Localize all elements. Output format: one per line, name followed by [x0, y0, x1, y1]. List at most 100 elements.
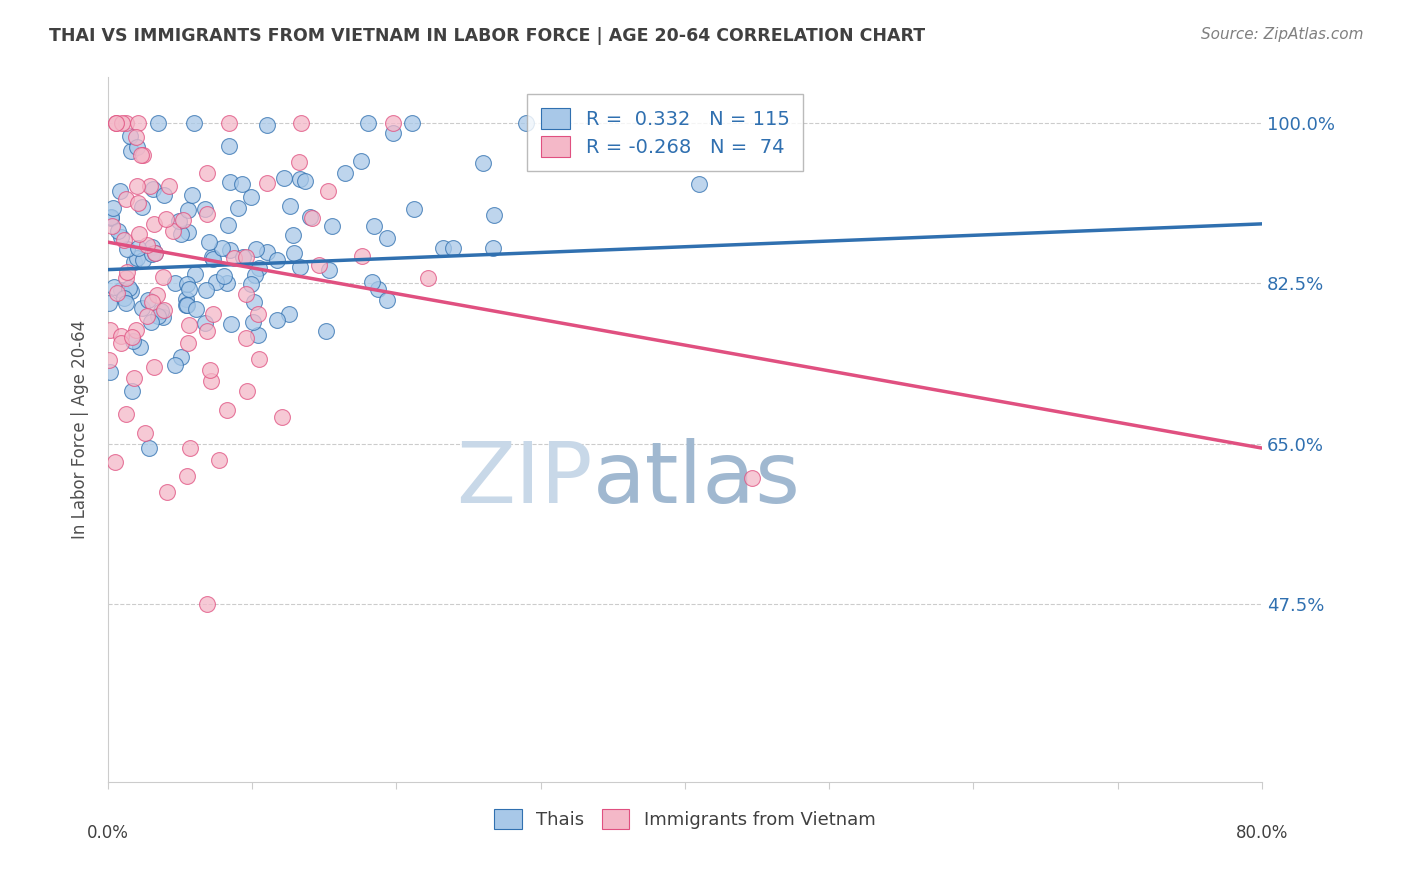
Point [143, 217, 166, 231]
Point [273, 170, 295, 185]
Point [350, 249, 373, 263]
Point [278, 199, 301, 213]
Point [432, 241, 454, 255]
Point [121, 330, 143, 344]
Point [218, 139, 240, 153]
Point [177, 225, 200, 239]
Point [198, 362, 221, 376]
Point [153, 188, 176, 202]
Text: ZIP: ZIP [456, 438, 593, 521]
Point [321, 219, 343, 233]
Point [146, 116, 169, 130]
Point [152, 269, 174, 284]
Text: atlas: atlas [593, 438, 800, 521]
Point [301, 211, 323, 225]
Point [115, 192, 138, 206]
Point [112, 233, 135, 247]
Point [215, 402, 238, 417]
Point [212, 268, 235, 283]
Point [283, 245, 305, 260]
Point [219, 317, 242, 331]
Point [200, 374, 222, 388]
Point [134, 426, 156, 441]
Point [205, 275, 228, 289]
Point [688, 177, 710, 191]
Point [149, 304, 172, 318]
Point [146, 288, 169, 302]
Point [100, 365, 122, 379]
Point [315, 324, 337, 338]
Point [157, 178, 180, 193]
Point [131, 200, 153, 214]
Point [197, 235, 219, 250]
Point [177, 336, 200, 351]
Point [138, 179, 160, 194]
Point [363, 219, 385, 233]
Point [288, 260, 311, 275]
Point [228, 201, 250, 215]
Point [256, 245, 278, 260]
Point [176, 469, 198, 483]
Point [416, 270, 439, 285]
Point [308, 259, 330, 273]
Point [115, 407, 138, 421]
Point [195, 597, 218, 611]
Point [131, 148, 153, 162]
Point [136, 238, 159, 252]
Text: 0.0%: 0.0% [87, 824, 129, 842]
Point [143, 246, 166, 260]
Point [167, 213, 190, 227]
Point [177, 282, 200, 296]
Point [472, 156, 495, 170]
Point [142, 182, 165, 196]
Point [194, 202, 217, 216]
Point [367, 282, 389, 296]
Point [294, 174, 316, 188]
Point [299, 211, 322, 225]
Point [245, 243, 267, 257]
Point [482, 208, 505, 222]
Point [129, 341, 152, 355]
Point [201, 250, 224, 264]
Point [741, 471, 763, 485]
Point [335, 166, 357, 180]
Point [101, 201, 124, 215]
Point [482, 241, 505, 255]
Point [235, 330, 257, 344]
Point [172, 212, 194, 227]
Point [127, 195, 149, 210]
Point [360, 275, 382, 289]
Point [382, 116, 405, 130]
Point [183, 116, 205, 130]
Point [176, 297, 198, 311]
Point [240, 277, 263, 291]
Legend: Thais, Immigrants from Vietnam: Thais, Immigrants from Vietnam [488, 802, 883, 837]
Point [375, 293, 398, 307]
Point [98, 323, 121, 337]
Point [115, 116, 138, 130]
Point [235, 250, 257, 264]
Point [174, 293, 197, 307]
Point [103, 280, 125, 294]
Point [124, 323, 146, 337]
Point [283, 228, 305, 243]
Point [170, 351, 193, 365]
Point [120, 144, 142, 158]
Point [256, 118, 278, 132]
Point [243, 294, 266, 309]
Point [143, 246, 166, 260]
Point [247, 260, 270, 275]
Point [201, 252, 224, 266]
Point [100, 219, 122, 233]
Point [401, 116, 423, 130]
Point [207, 453, 229, 467]
Point [375, 231, 398, 245]
Point [152, 310, 174, 324]
Point [129, 147, 152, 161]
Point [219, 175, 242, 189]
Point [211, 241, 233, 255]
Point [110, 230, 132, 244]
Point [179, 441, 201, 455]
Point [118, 281, 141, 295]
Point [125, 129, 148, 144]
